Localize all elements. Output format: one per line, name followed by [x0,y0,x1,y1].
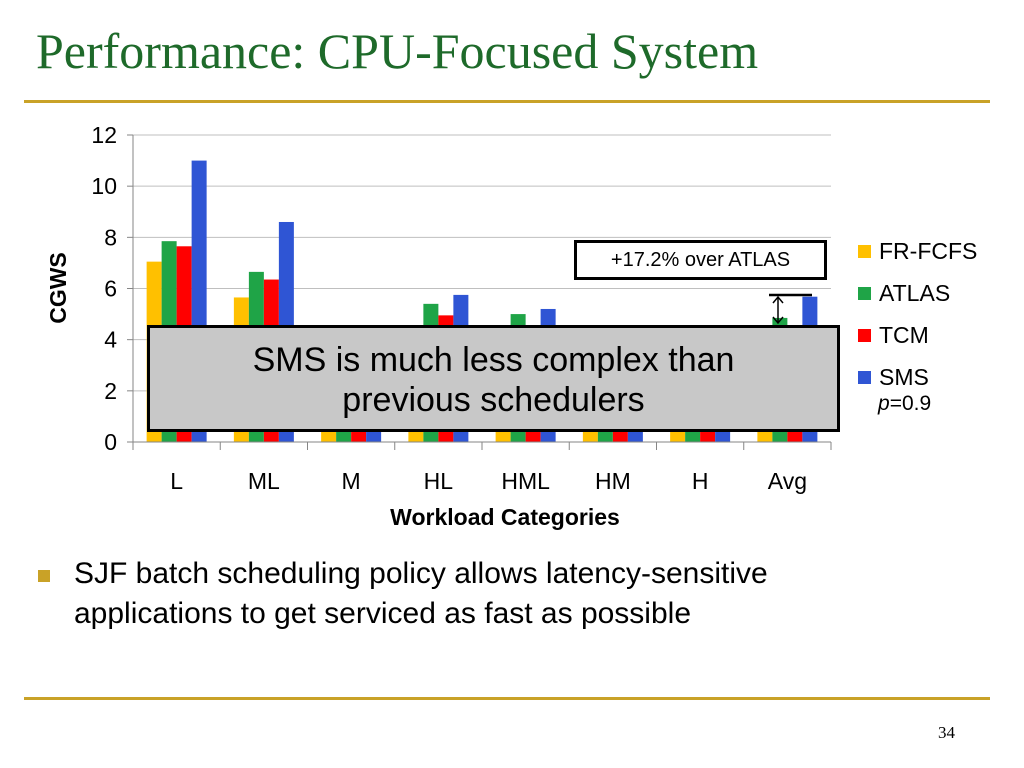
legend-label: ATLAS [879,279,951,306]
y-tick-label: 12 [91,122,117,148]
y-tick-label: 8 [104,224,117,250]
slide-title: Performance: CPU-Focused System [36,23,759,79]
title-divider [24,100,990,103]
atlas-improvement-callout: +17.2% over ATLAS [574,240,827,280]
y-tick-label: 10 [91,173,117,199]
legend-item-atlas: ATLAS [858,272,977,314]
sms-complexity-callout: SMS is much less complex than previous s… [147,325,840,432]
y-tick-label: 6 [104,276,117,302]
legend-swatch [858,328,871,342]
p-value: =0.9 [889,392,932,415]
y-tick-label: 2 [104,378,117,404]
legend-item-fr-fcfs: FR-FCFS [858,230,977,272]
legend-label: TCM [879,321,929,348]
sms-callout-line-1: SMS is much less complex than [252,341,735,379]
legend-swatch [858,244,871,258]
sms-callout-line-2: previous schedulers [342,381,645,419]
x-tick-label: L [170,468,183,494]
x-tick-label: M [342,468,361,494]
x-tick-label: HL [424,468,454,494]
legend-item-sms: SMS [858,356,977,398]
x-tick-label: ML [248,468,280,494]
y-axis-label: CGWS [45,252,71,324]
footer-divider [24,697,990,700]
p-value-note: p=0.9 [878,392,931,416]
bullet-marker [38,570,50,582]
improvement-marker [769,293,812,325]
y-tick-label: 4 [104,327,117,353]
x-tick-label: Avg [768,468,807,494]
axes: 0 2 4 6 8 10 12 L ML M HL HML HM H Avg [91,122,832,494]
x-axis-label: Workload Categories [390,504,620,530]
legend-label: FR-FCFS [879,237,978,264]
legend-item-tcm: TCM [858,314,977,356]
slide-number: 34 [938,723,955,742]
legend-swatch [858,286,871,300]
p-symbol: p [878,392,890,415]
legend-swatch [858,370,871,384]
legend-label: SMS [879,363,929,390]
x-tick-label: HM [595,468,631,494]
bullet-text: SJF batch scheduling policy allows laten… [74,557,768,630]
y-tick-label: 0 [104,429,117,455]
x-tick-label: H [692,468,709,494]
chart-legend: FR-FCFS ATLAS TCM SMS [858,230,977,398]
x-tick-label: HML [501,468,550,494]
